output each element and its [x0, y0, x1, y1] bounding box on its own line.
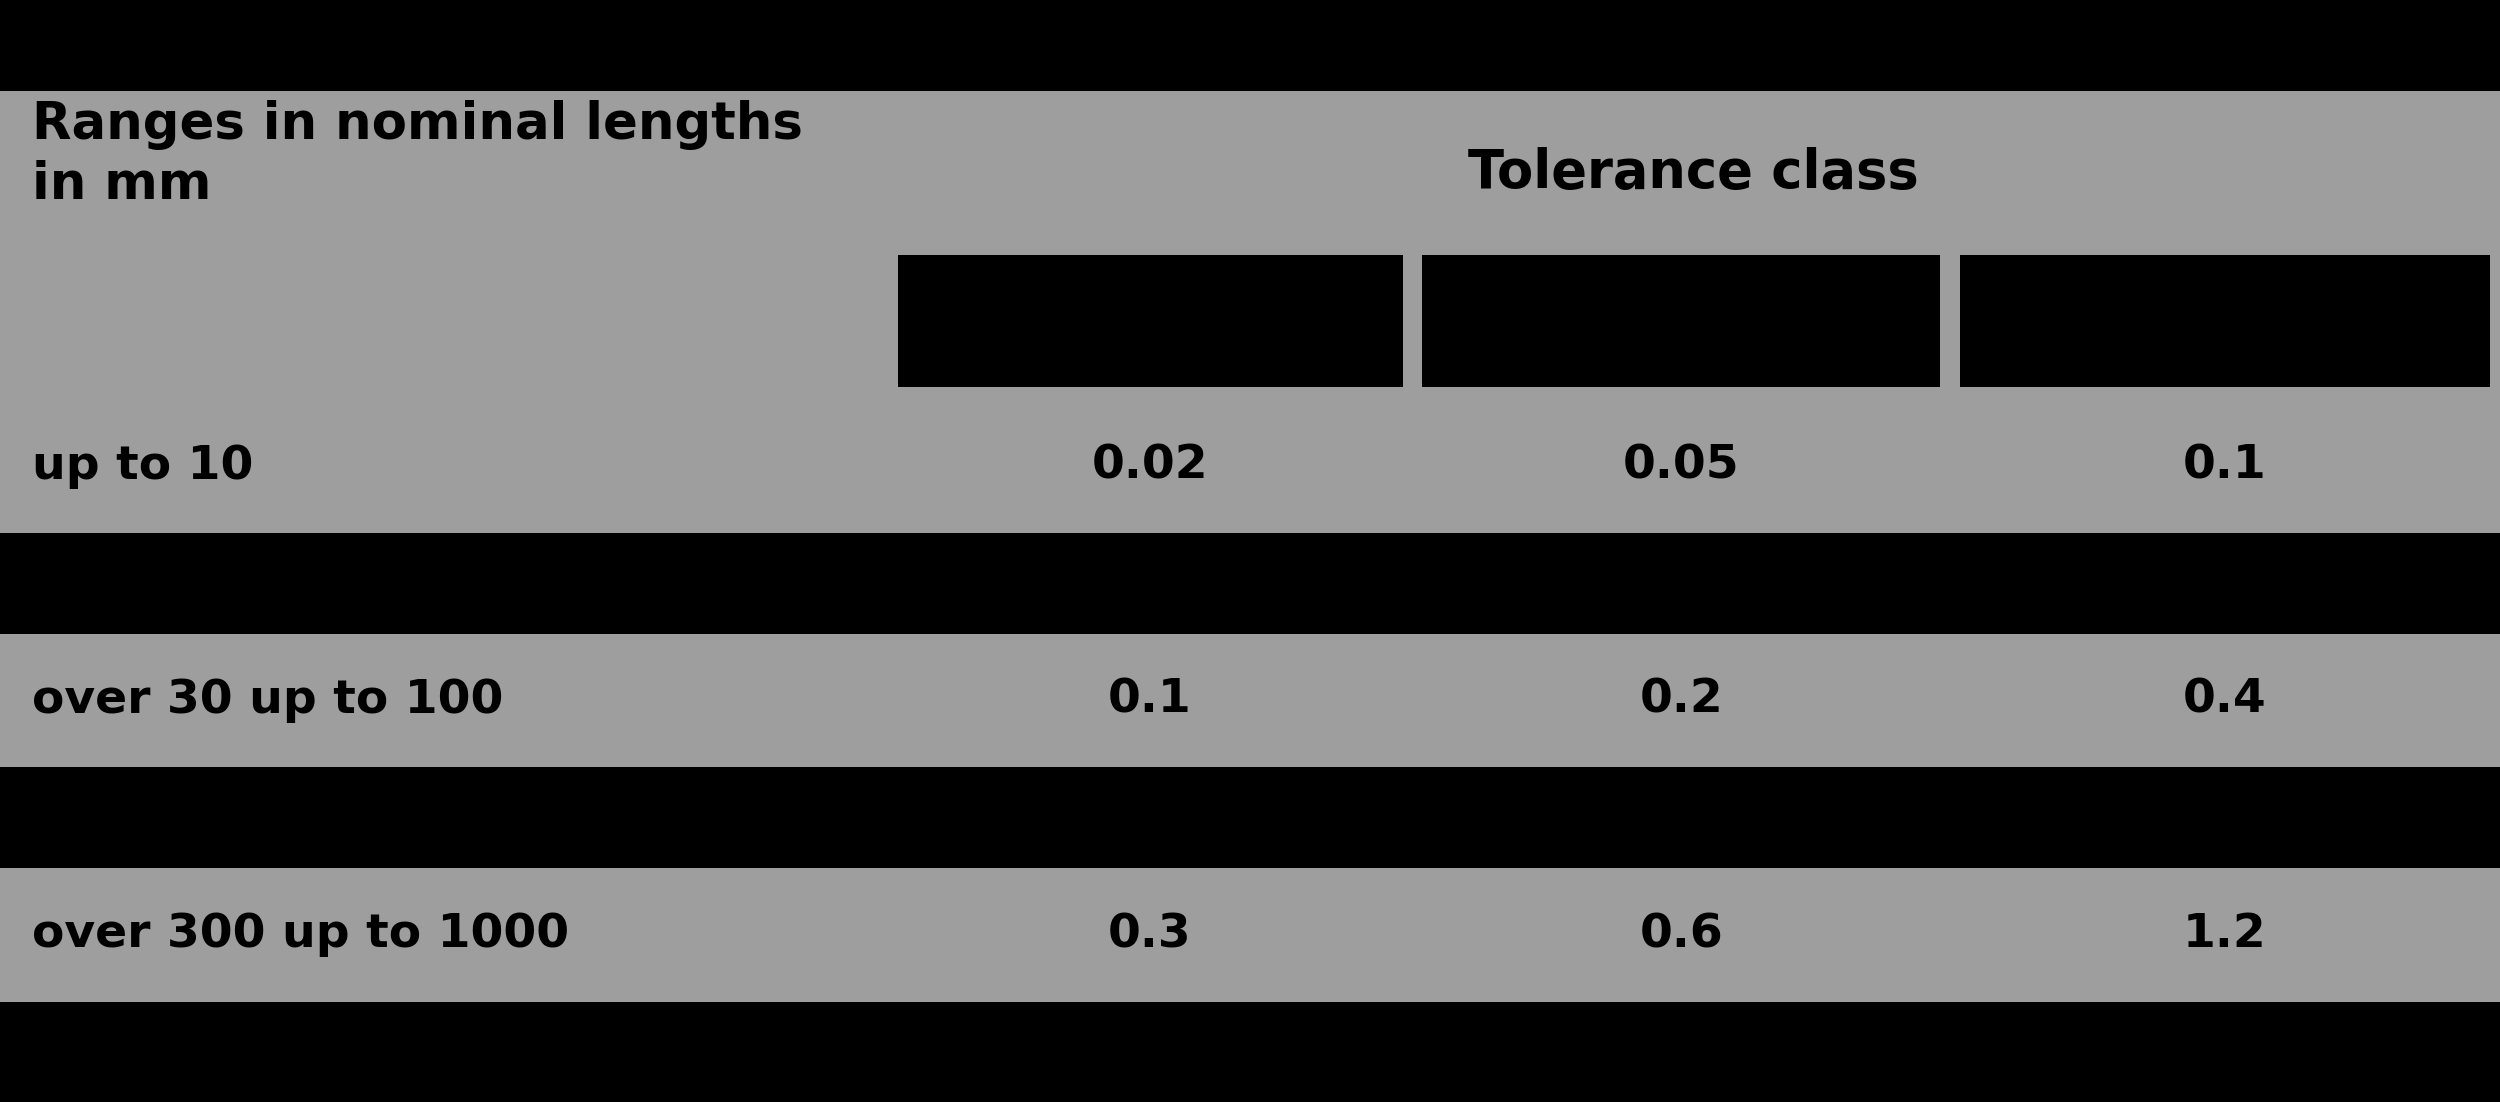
Text: up to 10: up to 10 — [32, 444, 255, 488]
Text: 1.2: 1.2 — [2182, 912, 2268, 958]
Text: Ranges in nominal lengths
in mm: Ranges in nominal lengths in mm — [32, 100, 802, 210]
Bar — [0, 1002, 2500, 1102]
Bar — [1422, 255, 1940, 387]
Text: 0.05: 0.05 — [1622, 444, 1740, 488]
Text: 0.2: 0.2 — [1640, 678, 1722, 723]
Bar — [0, 767, 2500, 867]
Bar — [1960, 255, 2490, 387]
Text: 0.3: 0.3 — [1108, 912, 1192, 958]
Text: over 30 up to 100: over 30 up to 100 — [32, 678, 505, 723]
Text: over 300 up to 1000: over 300 up to 1000 — [32, 912, 570, 958]
Text: 0.6: 0.6 — [1640, 912, 1722, 958]
Bar — [898, 255, 1403, 387]
Text: 0.02: 0.02 — [1092, 444, 1208, 488]
Text: 0.1: 0.1 — [1108, 678, 1192, 723]
Bar — [0, 533, 2500, 634]
Text: 0.4: 0.4 — [2182, 678, 2268, 723]
Text: Tolerance class: Tolerance class — [1468, 147, 1920, 199]
Text: 0.1: 0.1 — [2182, 444, 2268, 488]
